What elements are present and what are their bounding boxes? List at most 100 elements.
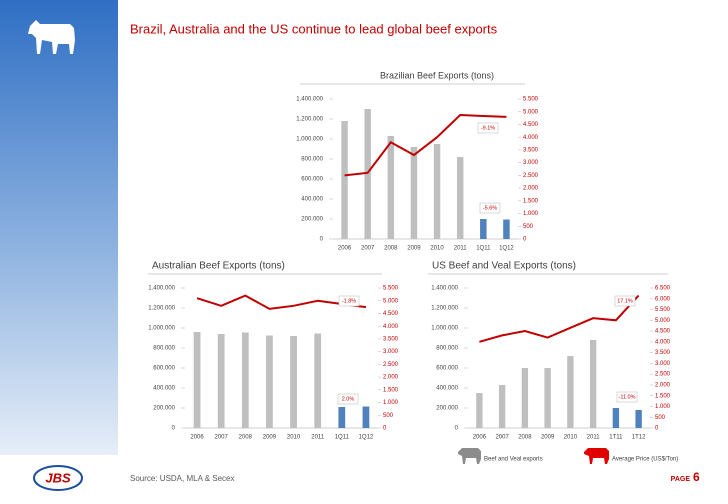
y-tick-label: 800.000 (436, 346, 458, 352)
y2-tick-label: 1.000 (655, 404, 671, 410)
y2-tick-label: 0 (383, 426, 387, 432)
y-tick-label: 1.400.000 (148, 286, 175, 292)
y2-tick-label: 1.000 (523, 211, 539, 217)
x-tick-label: 2006 (338, 246, 352, 252)
y2-tick-label: 3.000 (655, 361, 671, 367)
y2-tick-label: 5.500 (655, 307, 671, 313)
x-tick-label: 1Q11 (335, 435, 350, 441)
y-tick-label: 600.000 (301, 177, 323, 183)
bar (338, 407, 346, 428)
x-tick-label: 1Q12 (499, 246, 514, 252)
y-tick-label: 0 (320, 237, 324, 243)
bar (612, 408, 620, 428)
y2-tick-label: 500 (655, 415, 666, 421)
x-tick-label: 2008 (239, 435, 253, 441)
y-tick-label: 0 (455, 426, 459, 432)
y2-tick-label: 5.000 (383, 298, 399, 304)
y2-tick-label: 1.500 (523, 198, 539, 204)
y-tick-label: 1.000.000 (431, 326, 458, 332)
bar (241, 332, 249, 428)
y2-tick-label: 4.500 (655, 329, 671, 335)
bar (503, 219, 510, 239)
x-tick-label: 1Q12 (359, 435, 374, 441)
bar (314, 333, 322, 428)
legend-icon (584, 448, 609, 464)
bar (567, 356, 574, 428)
x-tick-label: 2010 (564, 435, 578, 441)
bar (341, 121, 348, 239)
x-tick-label: 2007 (495, 435, 509, 441)
slide-title: Brazil, Australia and the US continue to… (130, 21, 498, 36)
bar (589, 340, 597, 428)
annotation-box (616, 391, 638, 403)
bar (476, 393, 483, 428)
annotation-box (338, 295, 360, 307)
y2-tick-label: 2.500 (655, 372, 671, 378)
x-tick-label: 2008 (518, 435, 532, 441)
y2-tick-label: 1.500 (383, 387, 399, 393)
y2-tick-label: 2.500 (383, 362, 399, 368)
y-tick-label: 600.000 (153, 366, 175, 372)
y2-tick-label: 4.000 (655, 339, 671, 345)
y-tick-label: 400.000 (301, 197, 323, 203)
y-tick-label: 600.000 (436, 366, 458, 372)
x-tick-label: 2006 (190, 435, 204, 441)
y-tick-label: 800.000 (301, 157, 323, 163)
x-tick-label: 2009 (263, 435, 277, 441)
x-tick-label: 1T11 (609, 435, 623, 441)
line (479, 294, 640, 343)
x-tick-label: 2007 (215, 435, 229, 441)
annotation: 17.1% (617, 298, 633, 304)
y2-tick-label: 5.500 (383, 286, 399, 292)
chart-title: Australian Beef Exports (tons) (152, 261, 285, 272)
x-tick-label: 2011 (454, 246, 468, 252)
bar (480, 219, 487, 239)
y-tick-label: 1.200.000 (296, 117, 323, 123)
bar (193, 332, 201, 428)
y-tick-label: 200.000 (153, 406, 175, 412)
x-tick-label: 2008 (384, 246, 398, 252)
cow-icon (28, 20, 75, 54)
x-tick-label: 1T12 (632, 435, 646, 441)
y2-tick-label: 2.000 (523, 186, 539, 192)
x-tick-label: 2010 (287, 435, 301, 441)
x-tick-label: 2011 (311, 435, 325, 441)
y2-tick-label: 500 (523, 224, 534, 230)
y2-tick-label: 4.000 (383, 324, 399, 330)
y-tick-label: 1.000.000 (148, 326, 175, 332)
annotation: -11.0% (618, 394, 635, 400)
logo (33, 465, 83, 491)
bar (521, 368, 529, 428)
page-label: PAGE (671, 476, 691, 483)
line (196, 294, 367, 310)
y2-tick-label: 5.000 (655, 318, 671, 324)
y2-tick-label: 3.500 (655, 350, 671, 356)
legend-icon (458, 448, 481, 464)
y2-tick-label: 4.500 (523, 122, 539, 128)
y-tick-label: 1.200.000 (148, 306, 175, 312)
y-tick-label: 1.200.000 (431, 306, 458, 312)
y2-tick-label: 0 (523, 237, 527, 243)
y-tick-label: 200.000 (436, 406, 458, 412)
y2-tick-label: 500 (383, 413, 394, 419)
y2-tick-label: 3.000 (383, 349, 399, 355)
y2-tick-label: 1.500 (655, 393, 671, 399)
y-tick-label: 1.400.000 (296, 97, 323, 103)
x-tick-label: 2011 (587, 435, 601, 441)
y2-tick-label: 6.000 (655, 296, 671, 302)
y2-tick-label: 2.500 (523, 173, 539, 179)
y2-tick-label: 0 (655, 426, 659, 432)
y-tick-label: 1.400.000 (431, 286, 458, 292)
x-tick-label: 1Q11 (476, 246, 491, 252)
source: Source: USDA, MLA & Secex (130, 474, 235, 483)
y2-tick-label: 3.500 (523, 147, 539, 153)
annotation-box (479, 202, 501, 214)
annotation-box (477, 122, 499, 134)
bar (544, 368, 551, 428)
x-tick-label: 2009 (541, 435, 555, 441)
bar (410, 147, 418, 239)
y-tick-label: 0 (172, 426, 176, 432)
y-tick-label: 400.000 (153, 386, 175, 392)
chart-title: US Beef and Veal Exports (tons) (432, 261, 576, 272)
y2-tick-label: 3.000 (523, 160, 539, 166)
